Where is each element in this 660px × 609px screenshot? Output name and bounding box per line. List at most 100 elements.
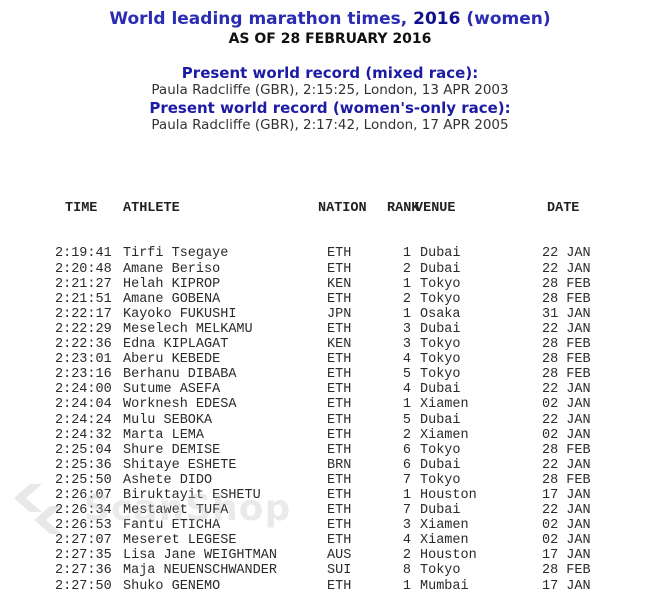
table-row: 2:25:36 Shitaye ESHETE BRN 6 Dubai 22 JAN: [0, 458, 660, 473]
cell-nation: ETH: [327, 487, 352, 503]
cell-venue: Dubai: [420, 382, 461, 398]
cell-athlete: Marta LEMA: [123, 427, 205, 443]
cell-nation: ETH: [327, 261, 352, 277]
cell-date: 22 JAN: [542, 457, 591, 473]
cell-time: 2:19:41: [55, 246, 112, 262]
as-of-subtitle: AS OF 28 FEBRUARY 2016: [228, 31, 432, 47]
cell-venue: Mumbai: [420, 578, 469, 594]
cell-athlete: Shitaye ESHETE: [123, 457, 237, 473]
header-athlete: ATHLETE: [123, 201, 180, 217]
cell-athlete: Shuko GENEMO: [123, 578, 221, 594]
cell-athlete: Mulu SEBOKA: [123, 412, 213, 428]
cell-athlete: Meselech MELKAMU: [123, 321, 253, 337]
cell-athlete: Kayoko FUKUSHI: [123, 306, 237, 322]
cell-date: 02 JAN: [542, 518, 591, 534]
table-row: 2:24:04 Worknesh EDESA ETH 1 Xiamen 02 JAN: [0, 397, 660, 412]
cell-nation: ETH: [327, 397, 352, 413]
cell-athlete: Lisa Jane WEIGHTMAN: [123, 548, 277, 564]
page-title-after: (women): [460, 9, 551, 29]
cell-venue: Tokyo: [420, 472, 461, 488]
cell-time: 2:27:36: [55, 563, 112, 579]
cell-date: 31 JAN: [542, 306, 591, 322]
table-row: 2:26:34 Mestawet TUFA ETH 7 Dubai 22 JAN: [0, 503, 660, 518]
cell-nation: ETH: [327, 427, 352, 443]
cell-nation: ETH: [327, 367, 352, 383]
cell-rank: 3: [402, 518, 411, 534]
header-time: TIME: [65, 201, 98, 217]
cell-nation: ETH: [327, 518, 352, 534]
cell-venue: Tokyo: [420, 276, 461, 292]
cell-venue: Dubai: [420, 457, 461, 473]
table-row: 2:22:36 Edna KIPLAGAT KEN 3 Tokyo 28 FEB: [0, 337, 660, 352]
cell-date: 28 FEB: [542, 367, 591, 383]
cell-nation: ETH: [327, 382, 352, 398]
cell-nation: ETH: [327, 352, 352, 368]
cell-rank: 2: [402, 427, 411, 443]
cell-date: 28 FEB: [542, 291, 591, 307]
cell-venue: Houston: [420, 548, 477, 564]
cell-rank: 1: [402, 246, 411, 262]
cell-venue: Osaka: [420, 306, 461, 322]
cell-rank: 1: [402, 306, 411, 322]
table-row: 2:24:00 Sutume ASEFA ETH 4 Dubai 22 JAN: [0, 382, 660, 397]
table-row: 2:22:17 Kayoko FUKUSHI JPN 1 Osaka 31 JAN: [0, 307, 660, 322]
cell-nation: BRN: [327, 457, 352, 473]
cell-date: 28 FEB: [542, 442, 591, 458]
cell-rank: 7: [402, 472, 411, 488]
cell-time: 2:22:36: [55, 337, 112, 353]
cell-nation: ETH: [327, 412, 352, 428]
cell-date: 02 JAN: [542, 533, 591, 549]
world-records-block: Present world record (mixed race): Paula…: [0, 64, 660, 134]
cell-rank: 3: [402, 321, 411, 337]
cell-nation: ETH: [327, 533, 352, 549]
cell-date: 28 FEB: [542, 352, 591, 368]
cell-athlete: Worknesh EDESA: [123, 397, 237, 413]
cell-time: 2:26:34: [55, 503, 112, 519]
table-header-row: TIME ATHLETE NATION RANK VENUE DATE: [0, 201, 660, 216]
cell-venue: Xiamen: [420, 533, 469, 549]
cell-athlete: Fantu ETICHA: [123, 518, 221, 534]
record-label-mixed-race: Present world record (mixed race):: [181, 64, 479, 82]
cell-time: 2:22:29: [55, 321, 112, 337]
cell-athlete: Sutume ASEFA: [123, 382, 221, 398]
cell-rank: 2: [402, 261, 411, 277]
cell-time: 2:23:16: [55, 367, 112, 383]
cell-nation: ETH: [327, 578, 352, 594]
table-row: 2:23:16 Berhanu DIBABA ETH 5 Tokyo 28 FEB: [0, 367, 660, 382]
record-value-mixed-race: Paula Radcliffe (GBR), 2:15:25, London, …: [151, 82, 509, 98]
cell-venue: Xiamen: [420, 427, 469, 443]
cell-rank: 7: [402, 503, 411, 519]
cell-time: 2:25:36: [55, 457, 112, 473]
cell-time: 2:26:07: [55, 487, 112, 503]
table-row: 2:25:50 Ashete DIDO ETH 7 Tokyo 28 FEB: [0, 473, 660, 488]
cell-time: 2:20:48: [55, 261, 112, 277]
cell-venue: Tokyo: [420, 291, 461, 307]
record-value-women-only-race: Paula Radcliffe (GBR), 2:17:42, London, …: [151, 117, 509, 133]
cell-date: 28 FEB: [542, 276, 591, 292]
cell-nation: ETH: [327, 503, 352, 519]
record-label-women-only-race: Present world record (women's-only race)…: [149, 99, 511, 117]
cell-venue: Tokyo: [420, 442, 461, 458]
cell-date: 02 JAN: [542, 427, 591, 443]
cell-date: 22 JAN: [542, 503, 591, 519]
cell-rank: 4: [402, 382, 411, 398]
cell-athlete: Helah KIPROP: [123, 276, 221, 292]
cell-date: 22 JAN: [542, 261, 591, 277]
cell-athlete: Biruktayit ESHETU: [123, 487, 261, 503]
table-row: 2:24:24 Mulu SEBOKA ETH 5 Dubai 22 JAN: [0, 413, 660, 428]
cell-nation: ETH: [327, 442, 352, 458]
cell-nation: ETH: [327, 472, 352, 488]
cell-athlete: Amane Beriso: [123, 261, 221, 277]
cell-time: 2:24:00: [55, 382, 112, 398]
cell-date: 28 FEB: [542, 563, 591, 579]
cell-date: 22 JAN: [542, 246, 591, 262]
cell-venue: Tokyo: [420, 563, 461, 579]
cell-date: 17 JAN: [542, 548, 591, 564]
table-row: 2:24:32 Marta LEMA ETH 2 Xiamen 02 JAN: [0, 428, 660, 443]
cell-date: 22 JAN: [542, 412, 591, 428]
cell-rank: 4: [402, 352, 411, 368]
table-row: 2:21:51 Amane GOBENA ETH 2 Tokyo 28 FEB: [0, 292, 660, 307]
cell-rank: 5: [402, 367, 411, 383]
cell-venue: Dubai: [420, 246, 461, 262]
cell-athlete: Shure DEMISE: [123, 442, 221, 458]
